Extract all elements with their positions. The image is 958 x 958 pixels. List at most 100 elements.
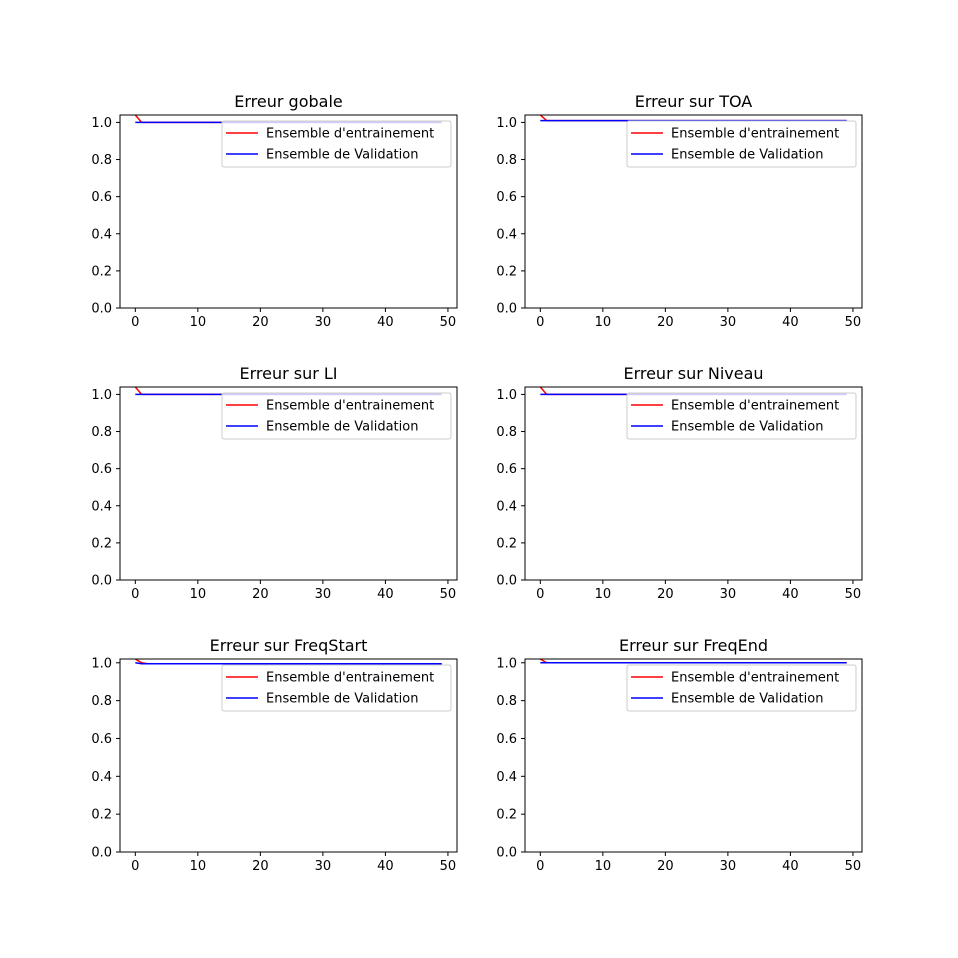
- y-tick-label: 0.0: [91, 574, 112, 589]
- subplot-1: Erreur gobale 0 10 20 30 40 50 0.0 0.2 0.4 0.6 0.8 1…: [91, 92, 458, 330]
- y-tick-label: 0.8: [91, 694, 112, 709]
- x-tick-label: 0: [536, 587, 544, 602]
- subplot-title: Erreur sur FreqStart: [210, 636, 368, 655]
- x-tick-label: 30: [315, 315, 332, 330]
- legend-box: [221, 392, 452, 440]
- legend-label: Ensemble de Validation: [671, 692, 823, 707]
- x-tick-label: 0: [131, 859, 139, 874]
- x-tick-label: 30: [720, 315, 737, 330]
- x-tick-label: 50: [440, 315, 457, 330]
- x-tick-label: 10: [190, 859, 207, 874]
- x-tick-label: 0: [131, 315, 139, 330]
- x-tick-label: 10: [595, 587, 612, 602]
- legend-label: Ensemble d'entrainement: [266, 671, 434, 686]
- subplot-title: Erreur sur FreqEnd: [619, 636, 768, 655]
- x-tick-label: 40: [782, 859, 799, 874]
- axes-frame: [524, 658, 863, 853]
- legend-box: [221, 664, 452, 712]
- x-tick-label: 30: [315, 587, 332, 602]
- series-line-train: [539, 115, 847, 122]
- legend-label: Ensemble d'entrainement: [266, 399, 434, 414]
- subplot-6: Erreur sur FreqEnd 0 10 20 30 40 50 0.0 0.2 0.4 0.…: [496, 636, 863, 874]
- axes-frame: [119, 386, 458, 581]
- legend-box: [626, 120, 857, 168]
- legend: Ensemble d'entrainement Ensemble de Valid…: [626, 664, 857, 712]
- subplot-title: Erreur sur LI: [239, 364, 337, 383]
- y-tick-label: 0.8: [496, 425, 517, 440]
- y-tick-label: 0.4: [91, 770, 112, 785]
- x-tick-label: 40: [377, 587, 394, 602]
- y-tick-label: 0.6: [91, 190, 112, 205]
- series-line-validation: [135, 662, 442, 665]
- subplot-3: Erreur sur LI 0 10 20 30 40 50 0.0 0.2 0.4 0.6 0.8 1…: [91, 364, 458, 602]
- y-tick-label: 0.6: [496, 190, 517, 205]
- y-tick-label: 0.8: [91, 153, 112, 168]
- y-tick-label: 0.2: [496, 536, 517, 551]
- x-tick-label: 0: [536, 859, 544, 874]
- legend-label: Ensemble de Validation: [266, 420, 418, 435]
- x-tick-label: 40: [782, 587, 799, 602]
- y-tick-label: 0.0: [496, 302, 517, 317]
- x-tick-label: 10: [190, 315, 207, 330]
- subplot-title: Erreur sur TOA: [635, 92, 753, 111]
- axes-frame: [119, 658, 458, 853]
- y-tick-label: 0.2: [91, 264, 112, 279]
- x-tick-label: 30: [720, 859, 737, 874]
- x-tick-label: 10: [595, 859, 612, 874]
- y-tick-label: 0.6: [496, 732, 517, 747]
- x-tick-label: 50: [845, 859, 862, 874]
- y-tick-label: 1.0: [91, 656, 112, 671]
- legend: Ensemble d'entrainement Ensemble de Valid…: [626, 392, 857, 440]
- x-tick-label: 50: [845, 587, 862, 602]
- subplot-2: Erreur sur TOA 0 10 20 30 40 50 0.0 0.2 0.4 0.6 0.8…: [496, 92, 863, 330]
- y-tick-label: 0.2: [91, 808, 112, 823]
- x-tick-label: 0: [536, 315, 544, 330]
- y-tick-label: 0.6: [91, 462, 112, 477]
- x-tick-label: 40: [782, 315, 799, 330]
- legend-box: [221, 120, 452, 168]
- legend: Ensemble d'entrainement Ensemble de Valid…: [626, 120, 857, 168]
- subplot-title: Erreur sur Niveau: [623, 364, 763, 383]
- legend-label: Ensemble d'entrainement: [266, 127, 434, 142]
- y-tick-label: 0.6: [91, 732, 112, 747]
- subplot-4: Erreur sur Niveau 0 10 20 30 40 50 0.0 0.2 0.4 0.6…: [496, 364, 863, 602]
- y-tick-label: 0.8: [91, 425, 112, 440]
- y-tick-label: 1.0: [91, 388, 112, 403]
- y-tick-label: 1.0: [496, 656, 517, 671]
- x-tick-label: 30: [315, 859, 332, 874]
- legend-label: Ensemble de Validation: [266, 692, 418, 707]
- axes-frame: [524, 114, 863, 309]
- x-tick-label: 30: [720, 587, 737, 602]
- y-tick-label: 0.4: [91, 227, 112, 242]
- y-tick-label: 0.2: [496, 264, 517, 279]
- legend-label: Ensemble d'entrainement: [671, 399, 839, 414]
- legend-label: Ensemble de Validation: [671, 420, 823, 435]
- legend: Ensemble d'entrainement Ensemble de Valid…: [221, 392, 452, 440]
- x-tick-label: 20: [252, 859, 269, 874]
- y-tick-label: 1.0: [91, 116, 112, 131]
- legend: Ensemble d'entrainement Ensemble de Valid…: [221, 664, 452, 712]
- legend-label: Ensemble de Validation: [671, 148, 823, 163]
- y-tick-label: 0.4: [496, 227, 517, 242]
- x-tick-label: 40: [377, 859, 394, 874]
- y-tick-label: 0.6: [496, 462, 517, 477]
- y-tick-label: 0.0: [91, 302, 112, 317]
- y-tick-label: 0.2: [91, 536, 112, 551]
- x-tick-label: 50: [845, 315, 862, 330]
- y-tick-label: 1.0: [496, 388, 517, 403]
- axes-frame: [119, 114, 458, 309]
- y-tick-label: 0.2: [496, 808, 517, 823]
- y-tick-label: 0.4: [91, 499, 112, 514]
- x-tick-label: 20: [657, 859, 674, 874]
- legend: Ensemble d'entrainement Ensemble de Valid…: [221, 120, 452, 168]
- x-tick-label: 10: [190, 587, 207, 602]
- legend-box: [626, 664, 857, 712]
- x-tick-label: 40: [377, 315, 394, 330]
- y-tick-label: 0.0: [496, 574, 517, 589]
- x-tick-label: 20: [657, 587, 674, 602]
- y-tick-label: 0.4: [496, 770, 517, 785]
- legend-label: Ensemble d'entrainement: [671, 671, 839, 686]
- y-tick-label: 1.0: [496, 116, 517, 131]
- legend-box: [626, 392, 857, 440]
